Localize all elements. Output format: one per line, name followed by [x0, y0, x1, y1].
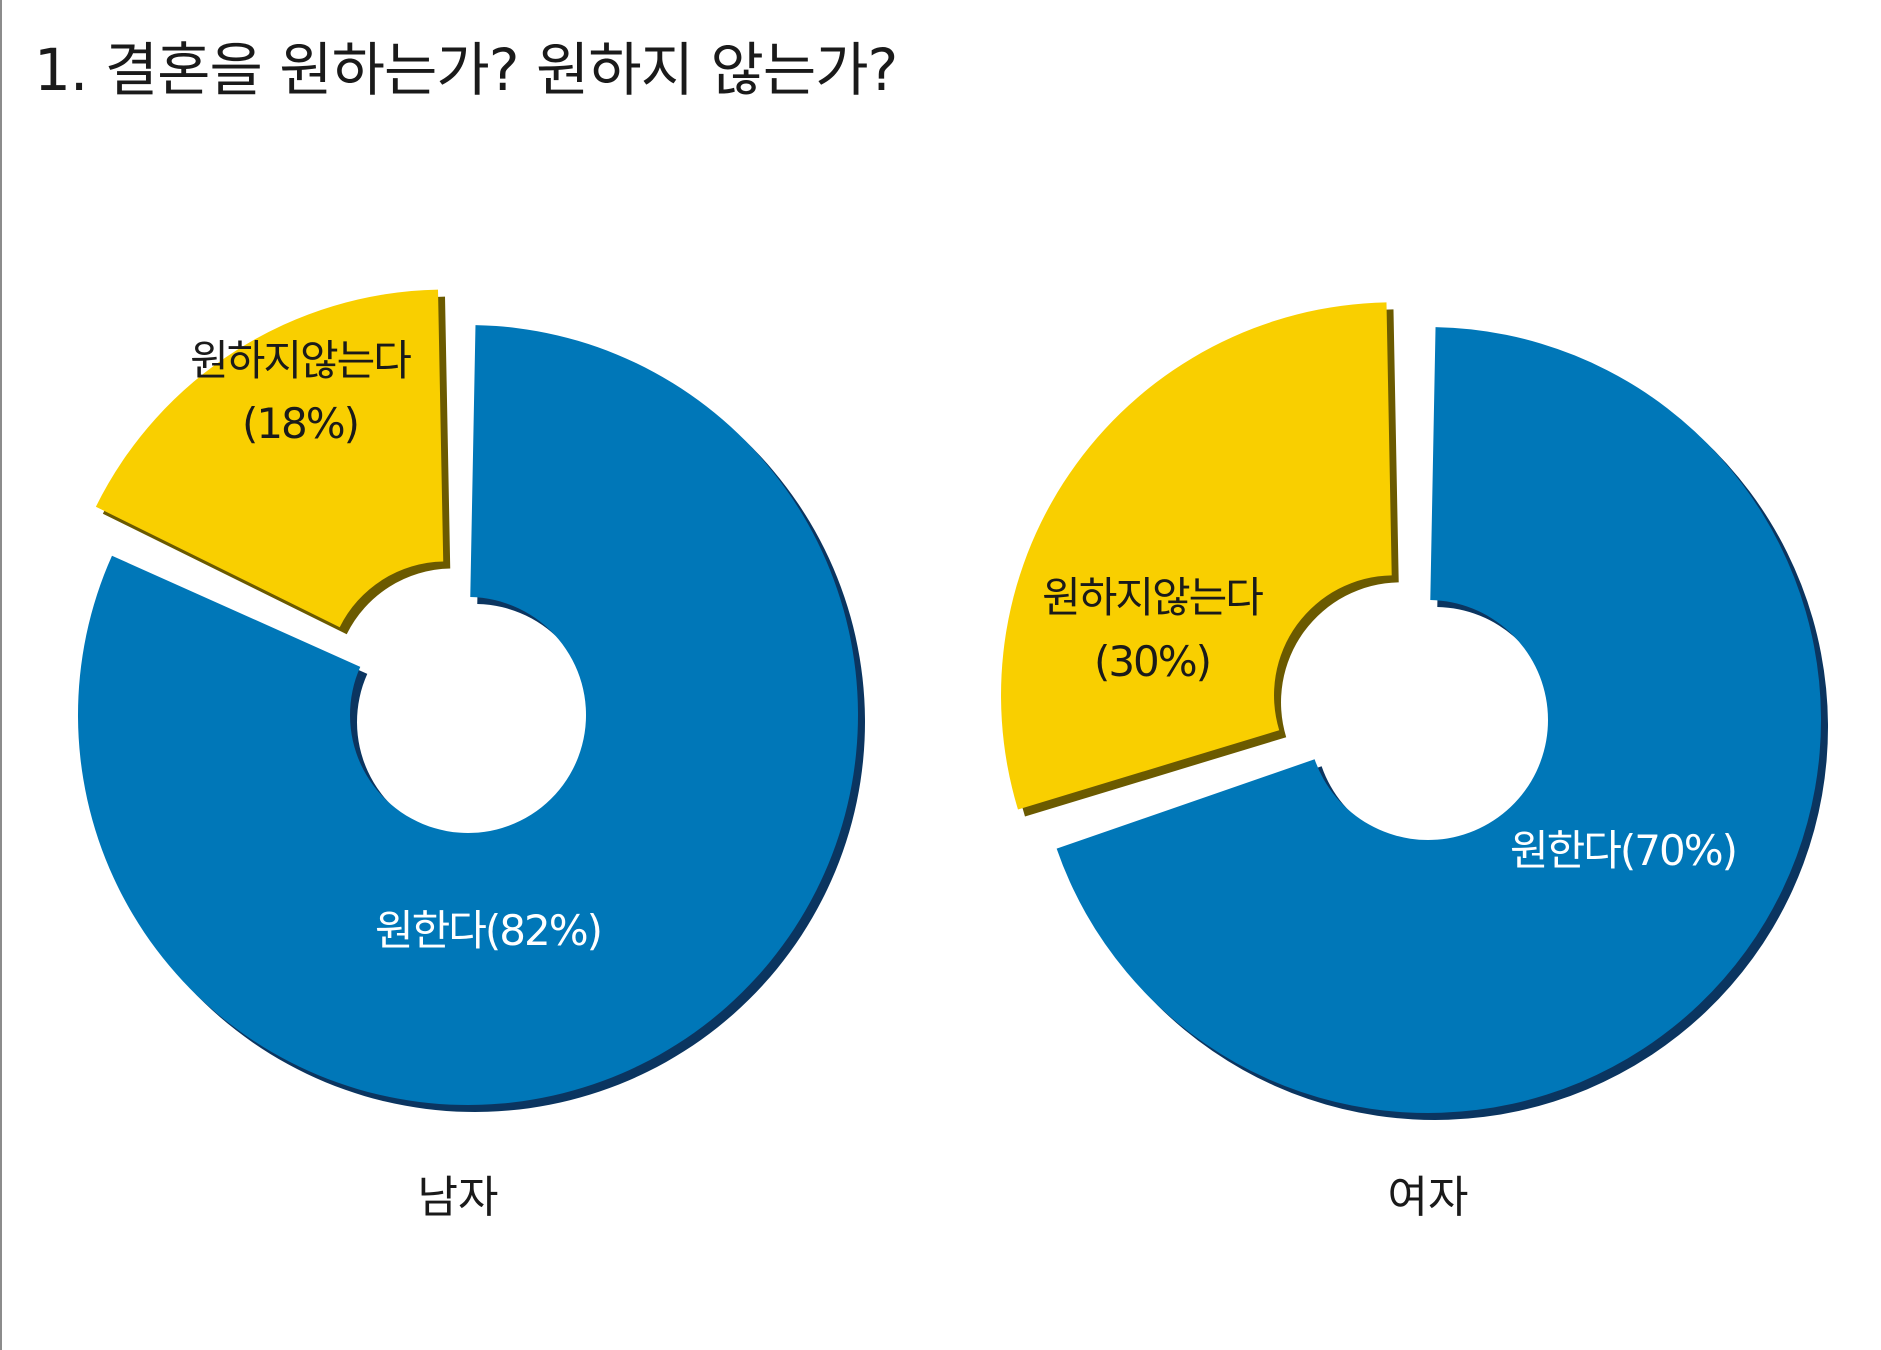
male-slice-not-want-group — [95, 289, 451, 635]
female-slice-want-group — [1056, 327, 1829, 1120]
male-label-want: 원한다(82%) — [375, 906, 601, 955]
page-title: 1. 결혼을 원하는가? 원하지 않는가? — [34, 36, 898, 104]
male-slice-want-group — [77, 325, 865, 1112]
page-left-border — [0, 0, 2, 1350]
male-slice-not-want — [95, 289, 444, 628]
female-slice-want — [1056, 327, 1822, 1113]
male-label-not-want-line2: (18%) — [242, 399, 358, 448]
female-donut-chart: 원한다(70%) 원하지않는다 (30%) 여자 — [1001, 302, 1829, 1223]
male-label-not-want-line1: 원하지않는다 — [190, 336, 411, 385]
female-label-want: 원한다(70%) — [1510, 826, 1736, 875]
female-slice-not-want-group — [1001, 302, 1399, 817]
female-chart-caption: 여자 — [1388, 1172, 1469, 1223]
male-slice-want — [77, 325, 858, 1105]
male-chart-caption: 남자 — [418, 1172, 499, 1223]
female-slice-not-want — [1001, 302, 1392, 810]
female-label-not-want-line2: (30%) — [1094, 637, 1210, 686]
male-donut-chart: 원한다(82%) 원하지않는다 (18%) 남자 — [77, 289, 865, 1223]
female-label-not-want-line1: 원하지않는다 — [1042, 573, 1263, 622]
